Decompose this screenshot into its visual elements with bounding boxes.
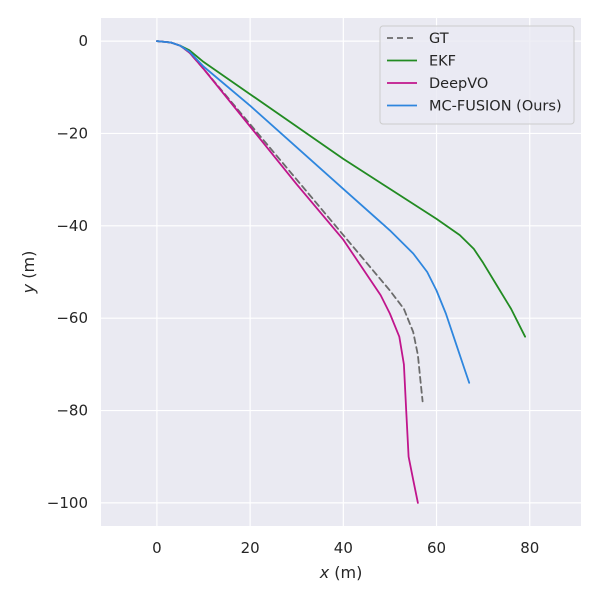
x-tick-label: 0 — [152, 539, 162, 557]
grid — [101, 18, 581, 526]
legend-label: GT — [429, 31, 449, 47]
x-axis-label: x (m) — [319, 563, 363, 582]
legend: GT EKF DeepVO MC-FUSION (Ours) — [379, 25, 575, 125]
legend-box — [379, 25, 575, 125]
x-axis-unit: (m) — [329, 563, 362, 582]
x-tick-label: 60 — [427, 539, 446, 557]
y-axis-unit: (m) — [19, 251, 38, 284]
x-tick-label: 20 — [241, 539, 260, 557]
series-lines — [156, 40, 526, 504]
legend-label: DeepVO — [429, 76, 488, 92]
y-tick-label: −40 — [56, 217, 88, 235]
series-line-mc-fusion-ours — [156, 40, 471, 384]
y-axis-variable: y — [19, 283, 38, 294]
x-tick-label: 80 — [520, 539, 539, 557]
y-tick-label: −80 — [56, 402, 88, 420]
y-tick-label: 0 — [78, 32, 88, 50]
y-tick-label: −100 — [47, 494, 88, 512]
x-axis-variable: x — [319, 563, 330, 582]
tick-labels: 0 20 40 60 80 0 −20 −40 −60 −80 −100 — [47, 32, 539, 557]
legend-label: MC-FUSION (Ours) — [429, 99, 562, 115]
y-tick-label: −60 — [56, 309, 88, 327]
legend-label: EKF — [429, 54, 456, 70]
y-tick-label: −20 — [56, 124, 88, 142]
x-tick-label: 40 — [334, 539, 353, 557]
y-axis-label: y (m) — [19, 251, 38, 295]
